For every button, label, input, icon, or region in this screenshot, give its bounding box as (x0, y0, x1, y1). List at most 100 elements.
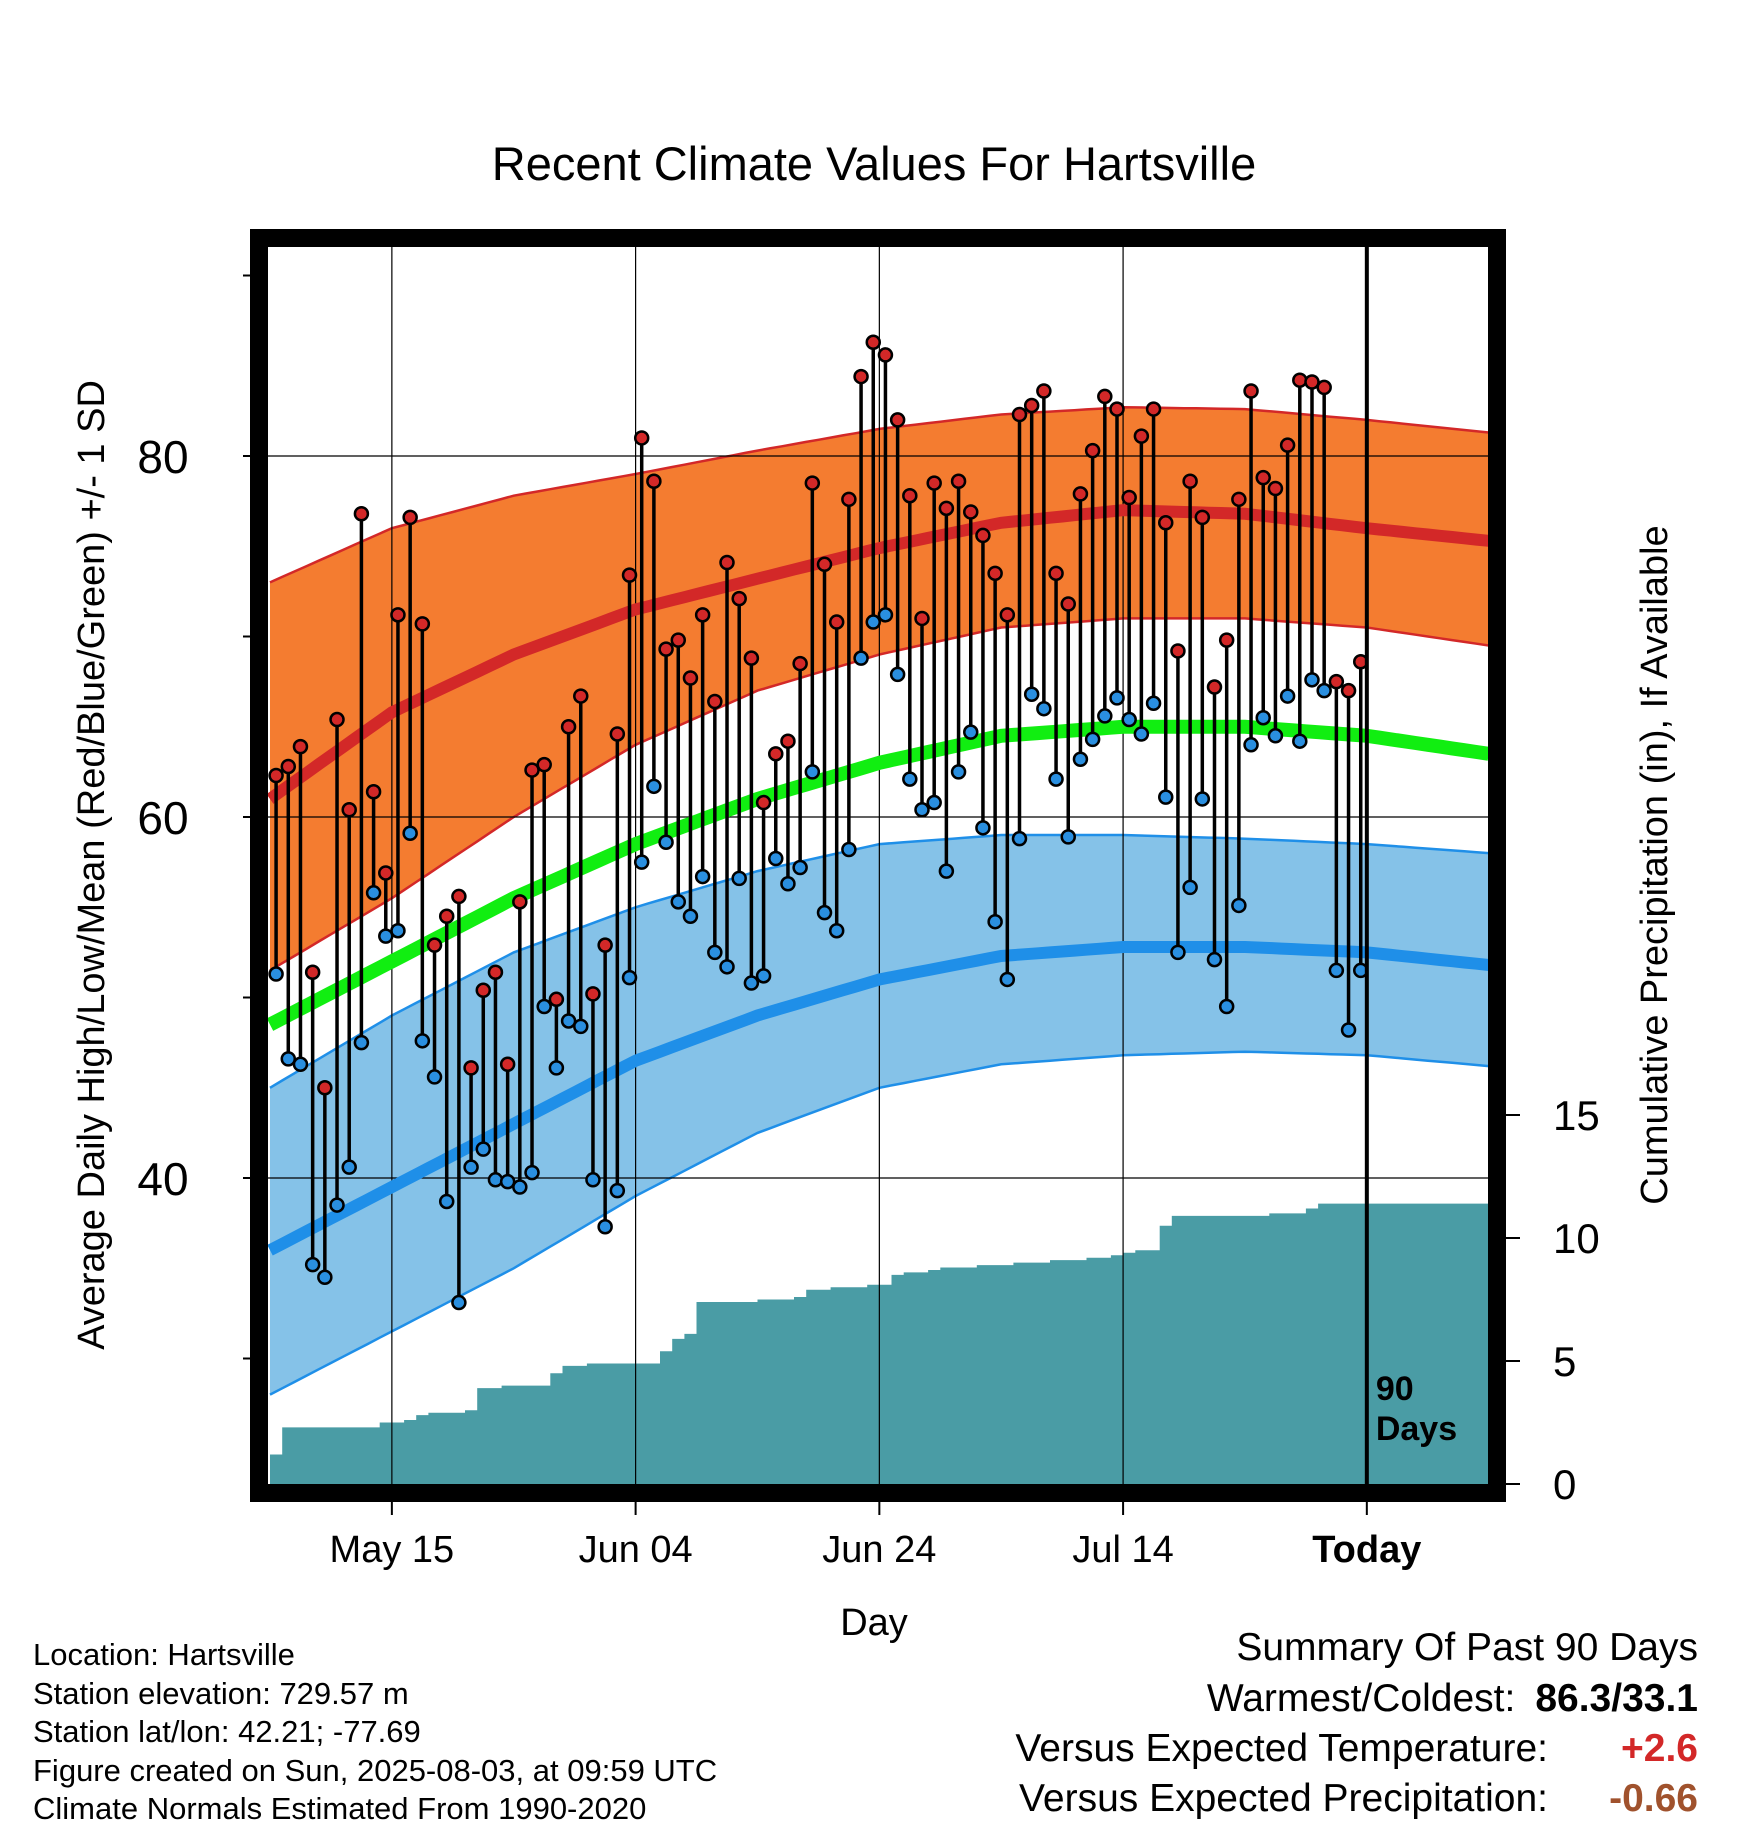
daily-high-point (633, 430, 650, 446)
daily-low-point (694, 868, 711, 885)
daily-low-point (1267, 728, 1284, 744)
y-left-tick-label: 40 (137, 1153, 188, 1205)
daily-high-point (499, 1056, 516, 1073)
grid-lines (268, 247, 1488, 1484)
warmest-label: Warmest/Coldest: (1206, 1677, 1516, 1720)
normal-lines (266, 504, 1490, 1256)
daily-low-point (341, 1159, 357, 1175)
daily-high-point (707, 693, 723, 710)
daily-high-point (317, 1080, 333, 1096)
daily-low-point (658, 834, 674, 851)
daily-high-point (365, 783, 382, 800)
daily-low-point (816, 904, 833, 921)
daily-high-point (1060, 596, 1076, 612)
daily-low-point (938, 863, 955, 879)
daily-low-point (512, 1179, 528, 1195)
daily-high-point (329, 711, 345, 728)
daily-low-point (621, 969, 638, 986)
normal-mean-line (266, 719, 1490, 1031)
daily-high-point (1194, 509, 1211, 526)
daily-high-point (1206, 679, 1223, 695)
daily-high-point (1048, 565, 1064, 582)
daily-low-point (1048, 771, 1064, 787)
daily-high-point (975, 527, 991, 544)
daily-high-point (573, 688, 589, 704)
daily-high-point (1011, 406, 1028, 423)
daily-low-point (792, 859, 808, 876)
daily-low-point (780, 876, 796, 892)
precip-value: -0.66 (1609, 1777, 1698, 1820)
warmest-value: 86.3/33.1 (1535, 1677, 1698, 1720)
daily-high-point (1036, 383, 1052, 399)
daily-high-point (487, 964, 504, 980)
daily-high-point (426, 937, 443, 953)
daily-high-point (963, 504, 979, 520)
daily-low-point (707, 944, 723, 961)
daily-low-point (950, 764, 967, 780)
daily-low-point (573, 1018, 589, 1035)
daily-low-point (853, 650, 869, 666)
daily-low-point (390, 922, 406, 939)
elevation-text: Station elevation: 729.57 m (33, 1675, 409, 1711)
low-sd-band (270, 835, 1489, 1395)
daily-low-point (463, 1159, 479, 1175)
daily-low-point (402, 825, 418, 841)
daily-low-point (1304, 672, 1320, 688)
daily-high-point (755, 794, 772, 811)
normal-high-line (266, 504, 1490, 804)
daily-low-point (487, 1172, 504, 1188)
daily-high-point (999, 607, 1016, 623)
summary-precip-row: Versus Expected Precipitation: -0.66 (1015, 1774, 1698, 1824)
daily-low-point (1084, 731, 1101, 748)
daily-high-point (926, 475, 942, 491)
daily-low-point (536, 998, 552, 1015)
daily-low-point (646, 778, 662, 795)
daily-high-point (646, 473, 662, 490)
daily-high-point (292, 738, 309, 755)
daily-low-point (597, 1218, 613, 1235)
daily-high-point (731, 590, 747, 607)
x-tick-label: Jul 14 (1072, 1529, 1173, 1571)
daily-high-point (512, 894, 528, 910)
daily-high-point (1170, 643, 1186, 659)
daily-high-point (1072, 486, 1089, 502)
daily-low-point (999, 971, 1016, 988)
daily-low-point (524, 1164, 540, 1181)
y-right-axis-label: Cumulative Precipitation (in), If Availa… (1634, 525, 1676, 1204)
daily-low-point (560, 1013, 577, 1029)
daily-low-point (1218, 998, 1235, 1015)
daily-low-point (804, 764, 821, 780)
daily-high-point (1182, 473, 1198, 490)
daily-low-point (914, 802, 930, 818)
daily-high-point (1243, 383, 1259, 399)
x-axis-label: Day (840, 1602, 908, 1644)
y-left-tick-label: 60 (137, 792, 188, 844)
daily-low-point (451, 1294, 467, 1311)
daily-low-point (1279, 688, 1296, 704)
daily-low-point (902, 771, 918, 787)
daily-high-point (792, 655, 808, 672)
daily-low-point (329, 1197, 345, 1213)
normal-low-line (267, 941, 1490, 1256)
location-text: Location: Hartsville (33, 1637, 295, 1672)
daily-high-point (438, 908, 455, 925)
daily-low-point (1097, 708, 1113, 724)
daily-low-point (609, 1182, 626, 1199)
daily-low-point (975, 820, 991, 836)
chart-title: Recent Climate Values For Hartsville (492, 137, 1256, 190)
daily-high-point (682, 670, 699, 686)
daily-high-point (304, 964, 321, 980)
daily-high-point (1231, 491, 1247, 508)
daily-low-point (353, 1034, 370, 1051)
x-tick-label: Jun 24 (822, 1529, 936, 1571)
daily-high-point (670, 632, 687, 648)
daily-low-point (1255, 709, 1271, 726)
daily-high-point (841, 491, 857, 508)
daily-high-point (280, 758, 297, 775)
daily-low-point (1182, 879, 1198, 896)
daily-low-point (1206, 951, 1223, 968)
latlon-text: Station lat/lon: 42.21; -77.69 (33, 1714, 421, 1749)
daily-high-point (1304, 374, 1320, 390)
daily-low-point (1243, 737, 1259, 753)
